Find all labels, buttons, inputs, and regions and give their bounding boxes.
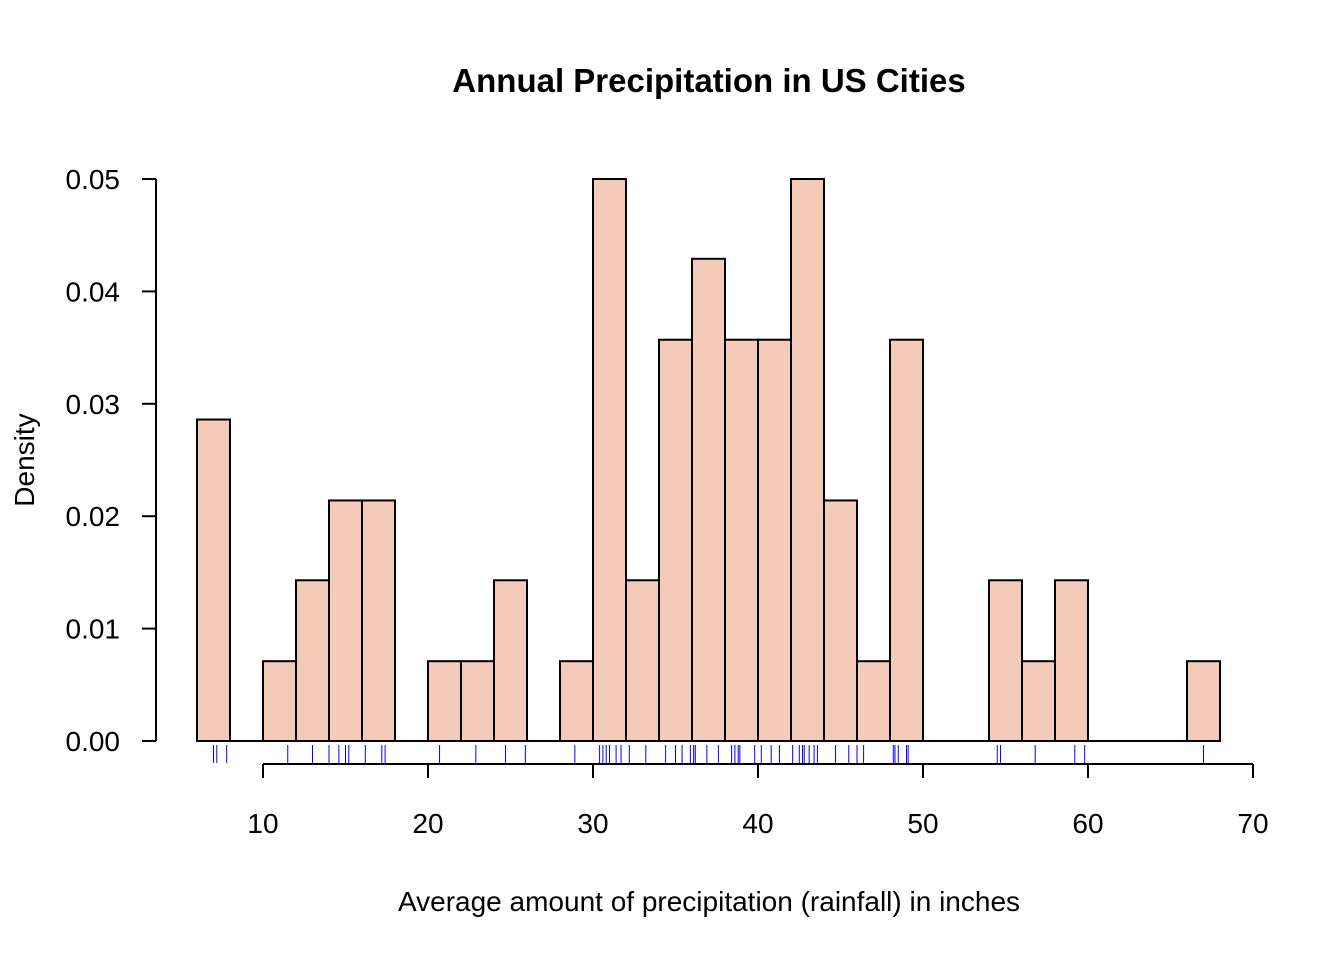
x-tick-label-1: 20 xyxy=(412,808,443,839)
chart-title: Annual Precipitation in US Cities xyxy=(452,62,965,99)
y-axis-label: Density xyxy=(9,413,40,506)
histogram-bar-0 xyxy=(196,418,231,742)
rug-marks xyxy=(213,745,1204,763)
histogram-bar-4 xyxy=(328,499,363,742)
x-tick-label-2: 30 xyxy=(577,808,608,839)
histogram-bar-8 xyxy=(460,660,495,742)
histogram-bar-30 xyxy=(1186,660,1221,742)
histogram-bar-12 xyxy=(592,178,627,742)
histogram-bar-14 xyxy=(658,338,693,742)
x-tick-label-0: 10 xyxy=(247,808,278,839)
y-tick-label-4: 0.04 xyxy=(66,276,121,307)
x-tick-label-6: 70 xyxy=(1237,808,1268,839)
y-axis: 0.00 0.01 0.02 0.03 0.04 0.05 xyxy=(66,164,157,757)
histogram-bar-7 xyxy=(427,660,462,742)
x-axis: 10 20 30 40 50 60 70 xyxy=(247,763,1269,839)
histogram-bars xyxy=(196,178,1221,742)
y-tick-label-2: 0.02 xyxy=(66,501,121,532)
histogram-bar-18 xyxy=(790,178,825,742)
y-tick-label-5: 0.05 xyxy=(66,164,121,195)
histogram-bar-19 xyxy=(823,499,858,742)
histogram-bar-13 xyxy=(625,579,660,742)
histogram-bar-16 xyxy=(724,338,759,742)
histogram-bar-11 xyxy=(559,660,594,742)
y-tick-label-1: 0.01 xyxy=(66,614,121,645)
x-tick-label-5: 60 xyxy=(1072,808,1103,839)
histogram-bar-25 xyxy=(1021,660,1056,742)
histogram-bar-20 xyxy=(856,660,891,742)
histogram-bar-17 xyxy=(757,338,792,742)
x-tick-label-4: 50 xyxy=(907,808,938,839)
histogram-bar-2 xyxy=(262,660,297,742)
x-tick-label-3: 40 xyxy=(742,808,773,839)
histogram-bar-24 xyxy=(988,579,1023,742)
histogram-bar-9 xyxy=(493,579,528,742)
x-axis-label: Average amount of precipitation (rainfal… xyxy=(398,886,1020,917)
histogram-bar-26 xyxy=(1054,579,1089,742)
y-tick-label-3: 0.03 xyxy=(66,389,121,420)
y-tick-label-0: 0.00 xyxy=(66,726,121,757)
histogram-bar-21 xyxy=(889,338,924,742)
histogram-bar-5 xyxy=(361,499,396,742)
histogram-bar-3 xyxy=(295,579,330,742)
histogram-bar-15 xyxy=(691,257,726,742)
